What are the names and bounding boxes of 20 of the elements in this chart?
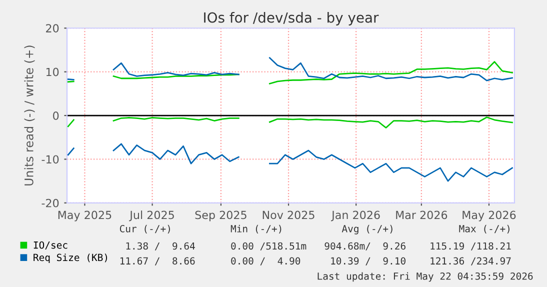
text: 1.38 / 9.64 0.00 /518.51m 904.68m/ 9.26 115.19 /118.21 [126, 242, 511, 250]
x-tick-label: Sep 2025 [195, 210, 246, 222]
x-tick-label: Mar 2026 [396, 210, 448, 220]
y-tick-label: 10 [46, 68, 59, 76]
y-axis-title: Units read (-) / write (+) [24, 46, 35, 186]
x-tick-label: Nov 2025 [262, 210, 314, 220]
text: Cur (-/+) Min (-/+) Avg (-/+) Max (-/+) [120, 224, 510, 234]
text: 11.67 / 8.66 0.00 / 4.90 10.39 / 9.10 121.36 /234.97 [120, 257, 511, 266]
y-tick-label: -20 [42, 198, 59, 208]
x-tick-label: May 2026 [462, 210, 516, 222]
legend-label: IO/sec [34, 241, 68, 250]
y-tick-label: -10 [42, 155, 59, 164]
chart-title: IOs for /dev/sda - by year [204, 12, 379, 26]
y-tick-label: 20 [46, 24, 59, 33]
text: Last update: Fri May 22 04:35:59 2026 [318, 272, 533, 282]
x-tick-label: Jul 2025 [129, 210, 174, 222]
y-tick-label: 0 [53, 111, 59, 120]
legend-label: Req Size (KB) [34, 254, 108, 264]
x-tick-label: Jan 2026 [331, 210, 380, 222]
x-tick-label: May 2025 [58, 210, 112, 222]
